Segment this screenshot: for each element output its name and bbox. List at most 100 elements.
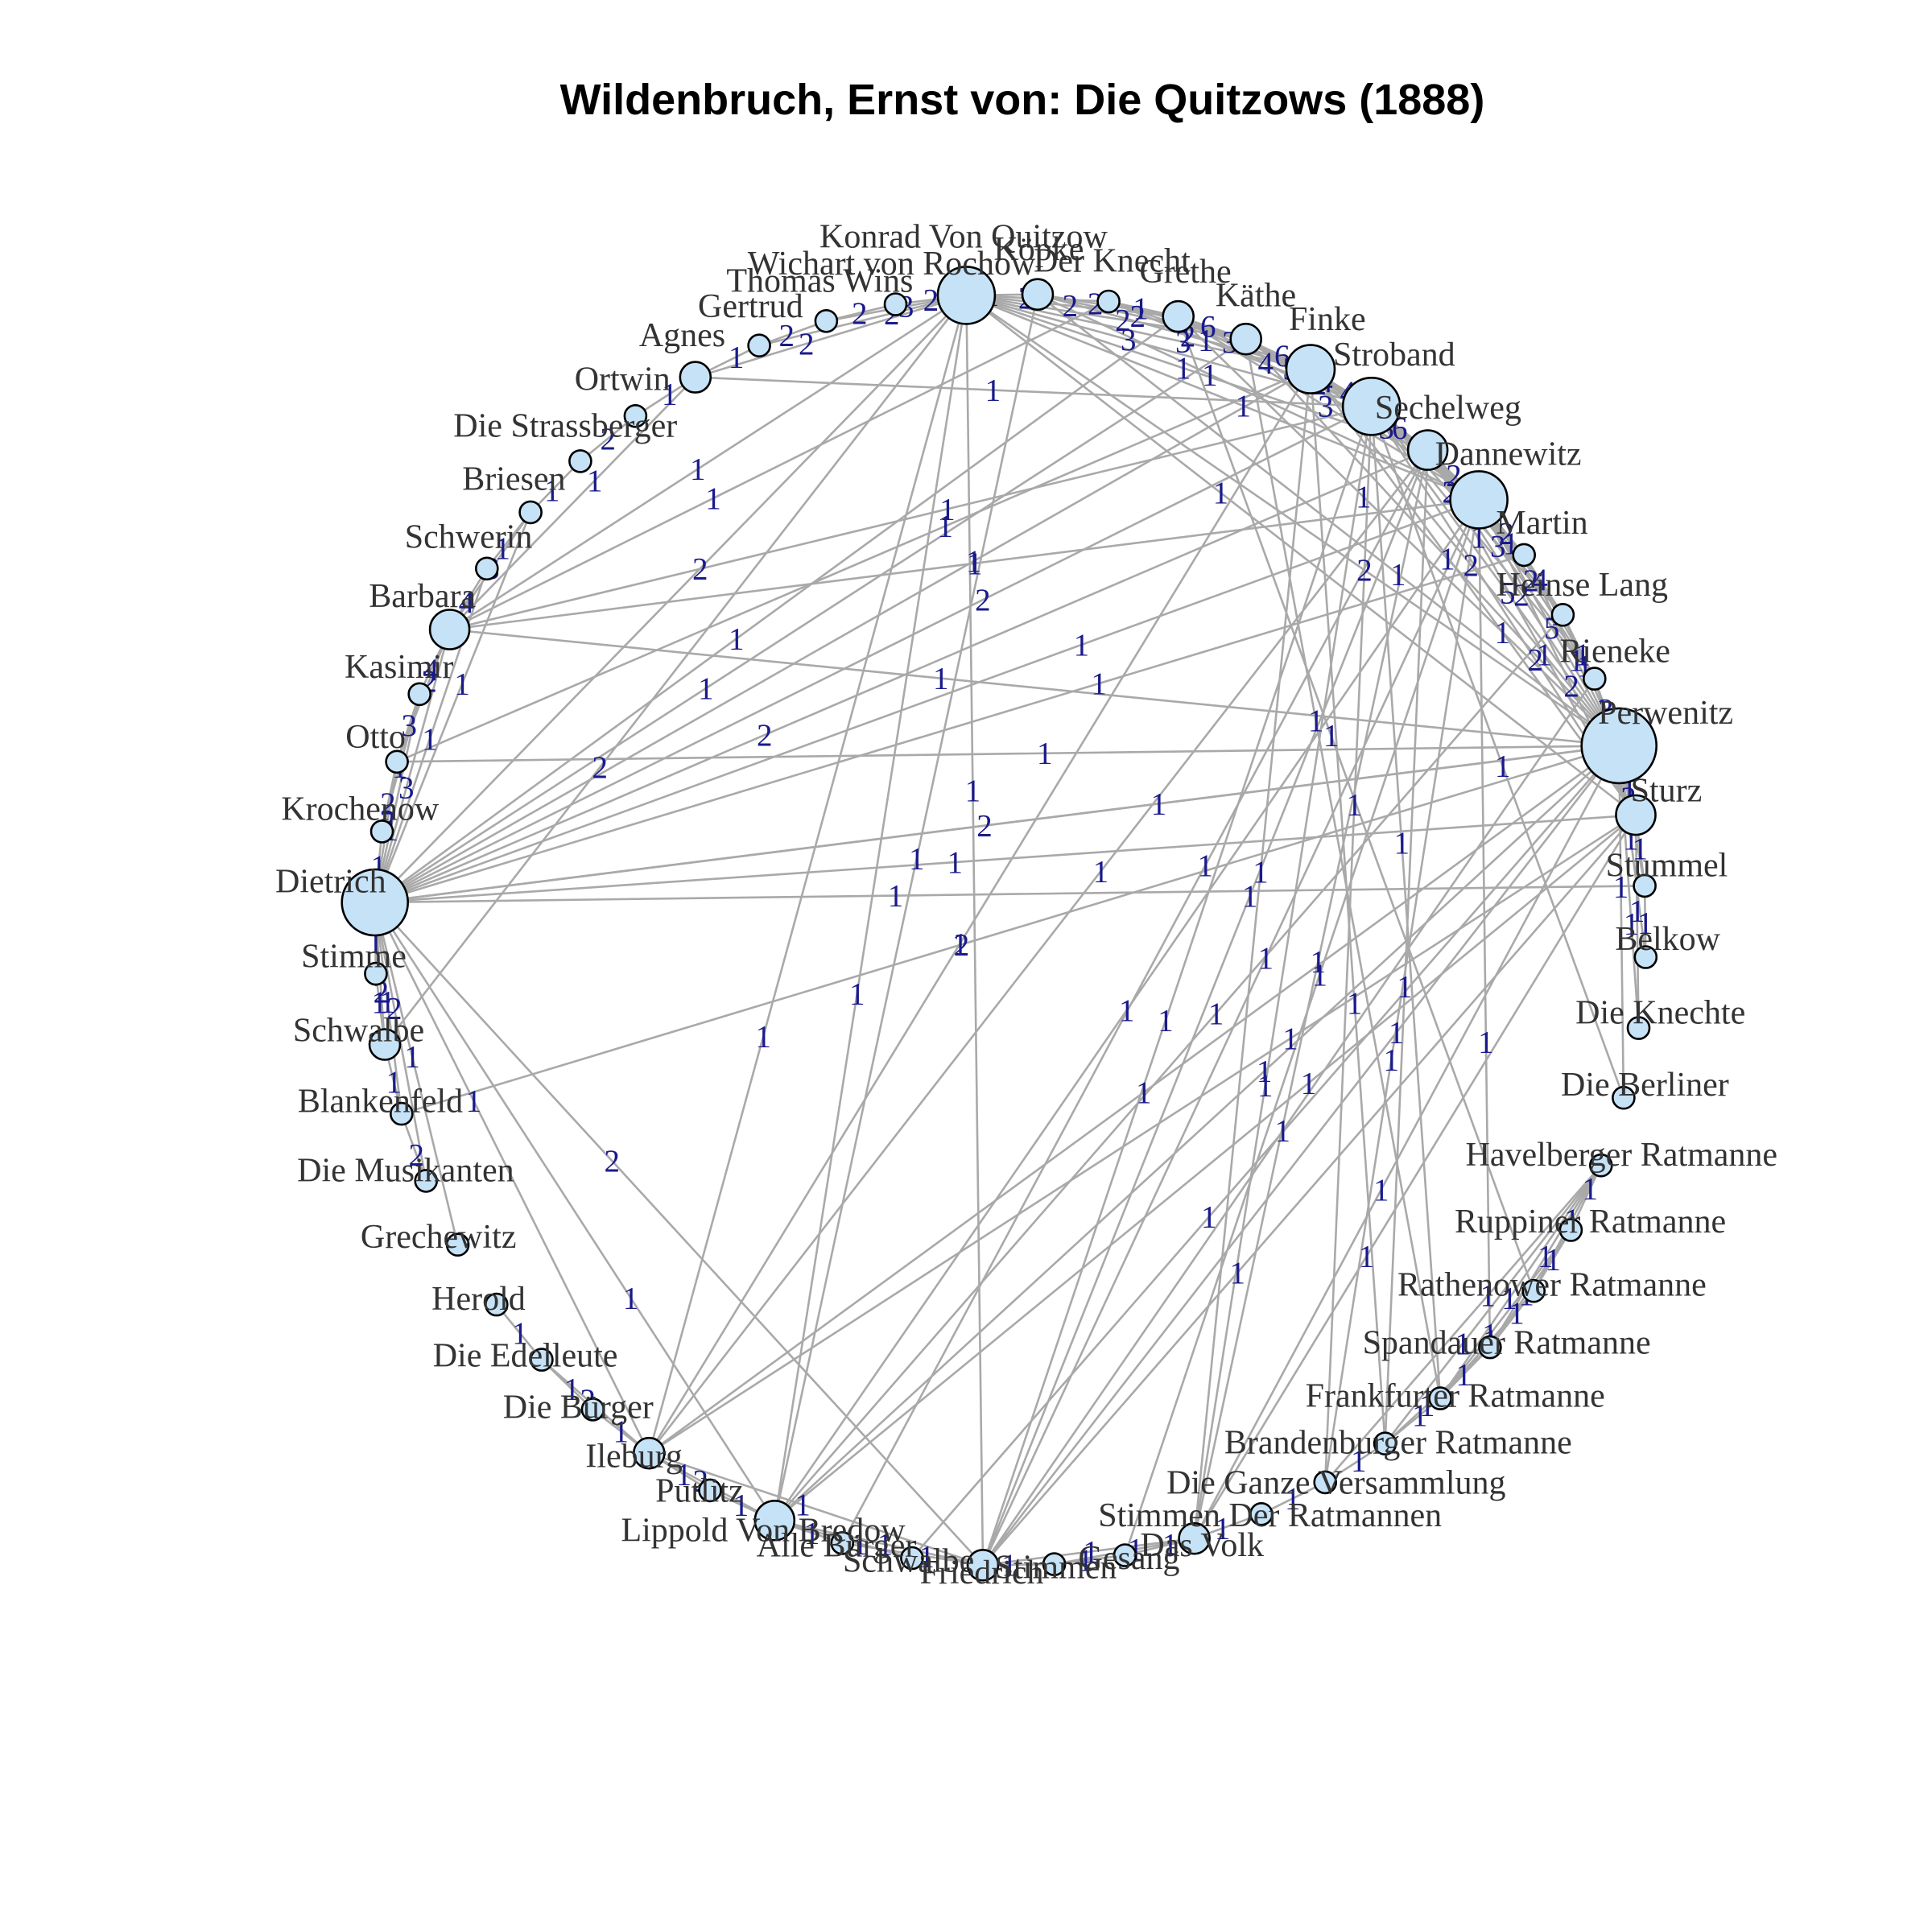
- edge-weight-label: 1: [1501, 1282, 1517, 1316]
- edge: [648, 1451, 984, 1567]
- character-node: [1478, 1335, 1502, 1360]
- character-label: Ortwin: [575, 361, 671, 398]
- edge-weight-label: 1: [849, 976, 865, 1011]
- character-node: [1229, 322, 1262, 356]
- nodes-layer: [341, 266, 1658, 1582]
- character-node: [1633, 873, 1657, 898]
- edge: [1323, 499, 1480, 1483]
- edge: [774, 294, 1039, 1521]
- edge-weight-label: 1: [495, 531, 511, 566]
- edge-weight-label: 2: [975, 583, 991, 617]
- character-node: [1341, 376, 1402, 436]
- edge-weight-label: 1: [1397, 970, 1413, 1005]
- edge-weight-label: 1: [422, 722, 438, 757]
- edge-weight-label: 2: [757, 718, 773, 753]
- edge-weight-label: 2: [1523, 564, 1539, 598]
- character-label: Briesen: [462, 460, 565, 497]
- edge: [1478, 499, 1596, 679]
- edge: [982, 814, 1637, 1567]
- character-node: [385, 749, 409, 774]
- edge-weight-label: 2: [954, 927, 970, 962]
- edge-weight-label: 1: [1083, 1534, 1099, 1569]
- edge-weight-label: 1: [623, 1281, 639, 1315]
- character-label: Gertrud: [698, 288, 803, 325]
- character-node: [1558, 1218, 1583, 1242]
- edge-weight-label: 1: [1235, 389, 1251, 423]
- edge: [374, 511, 532, 903]
- character-node: [428, 609, 471, 650]
- character-node: [445, 1232, 470, 1257]
- edge-weight-label: 1: [795, 1488, 811, 1522]
- edge: [1477, 499, 1620, 747]
- edge-weight-label: 1: [1455, 1357, 1472, 1392]
- edge-weight-label: 2: [386, 992, 402, 1026]
- character-label: Krochenow: [281, 791, 440, 828]
- edge-weight-label: 1: [676, 1458, 692, 1492]
- edge: [374, 498, 1480, 904]
- character-node: [518, 500, 543, 525]
- character-label: Barbara: [369, 578, 476, 615]
- edge: [374, 405, 1373, 904]
- edge: [449, 498, 1480, 631]
- edge-weight-label: 1: [1301, 1067, 1317, 1101]
- edge-weight-label: 1: [1312, 958, 1328, 993]
- edge: [774, 613, 1564, 1521]
- edge-weight-label: 1: [1133, 291, 1149, 326]
- edge: [374, 338, 1247, 904]
- edge-weight-label: 2: [592, 750, 609, 785]
- edge: [374, 902, 403, 1114]
- character-node: [484, 1292, 509, 1317]
- edge: [981, 745, 1620, 1567]
- character-label: Stummel: [1606, 848, 1728, 885]
- character-node: [1249, 1502, 1274, 1526]
- character-node: [966, 1549, 1000, 1582]
- edge-weight-label: 1: [1119, 993, 1135, 1028]
- edge-weight-label: 2: [852, 296, 868, 331]
- edge-weight-label: 1: [1311, 945, 1327, 980]
- edge-weight-label: 1: [690, 452, 706, 487]
- character-node: [1626, 1016, 1651, 1040]
- edge: [374, 902, 650, 1454]
- character-node: [389, 1101, 414, 1126]
- character-node: [1521, 1278, 1546, 1303]
- character-node: [1612, 1085, 1636, 1110]
- character-label: Herold: [431, 1281, 526, 1318]
- character-label: Ileburg: [585, 1438, 683, 1475]
- edge-weight-label: 1: [952, 927, 968, 961]
- edge-weight-label: 2: [1356, 553, 1373, 588]
- character-node: [1113, 1543, 1137, 1567]
- edge-weight-label: 1: [1359, 1240, 1375, 1274]
- edge-weight-label: 1: [1308, 704, 1324, 738]
- character-label: Ruppiner Ratmanne: [1455, 1203, 1726, 1241]
- edge: [374, 448, 1429, 904]
- character-node: [1589, 1153, 1613, 1178]
- edge-weight-label: 1: [454, 667, 470, 702]
- character-label: Käthe: [1216, 278, 1296, 315]
- edge-weight-label: 1: [852, 1527, 868, 1562]
- character-label: Wichart von Rochow: [748, 246, 1036, 283]
- character-label: Belkow: [1615, 921, 1720, 958]
- character-node: [632, 1436, 666, 1470]
- character-node: [414, 1169, 439, 1193]
- edge: [965, 294, 1637, 816]
- character-label: Putlitz: [655, 1473, 744, 1510]
- edge: [396, 368, 1311, 763]
- edge-weight-label: 2: [1063, 289, 1079, 324]
- edge-weight-label: 1: [662, 377, 678, 411]
- edge-weight-label: 4: [459, 585, 475, 620]
- edge-weight-label: 1: [755, 1019, 771, 1054]
- edge-weight-label: 1: [587, 464, 603, 498]
- edge-weight-label: 1: [1242, 879, 1258, 914]
- edge: [1384, 450, 1429, 1444]
- edge-weight-label: 1: [1175, 351, 1191, 386]
- character-node: [1042, 1552, 1067, 1576]
- edge-weight-label: 3: [398, 771, 415, 806]
- edge-weight-label: 1: [380, 985, 396, 1020]
- edge-weight-label: 1: [1230, 1256, 1246, 1290]
- character-label: Die Strassberger: [453, 408, 677, 445]
- edge-weight-label: 1: [1629, 894, 1645, 929]
- edge-weight-label: 2: [605, 1144, 621, 1179]
- character-label: Otto: [345, 719, 406, 756]
- character-label: Sechelweg: [1375, 390, 1521, 427]
